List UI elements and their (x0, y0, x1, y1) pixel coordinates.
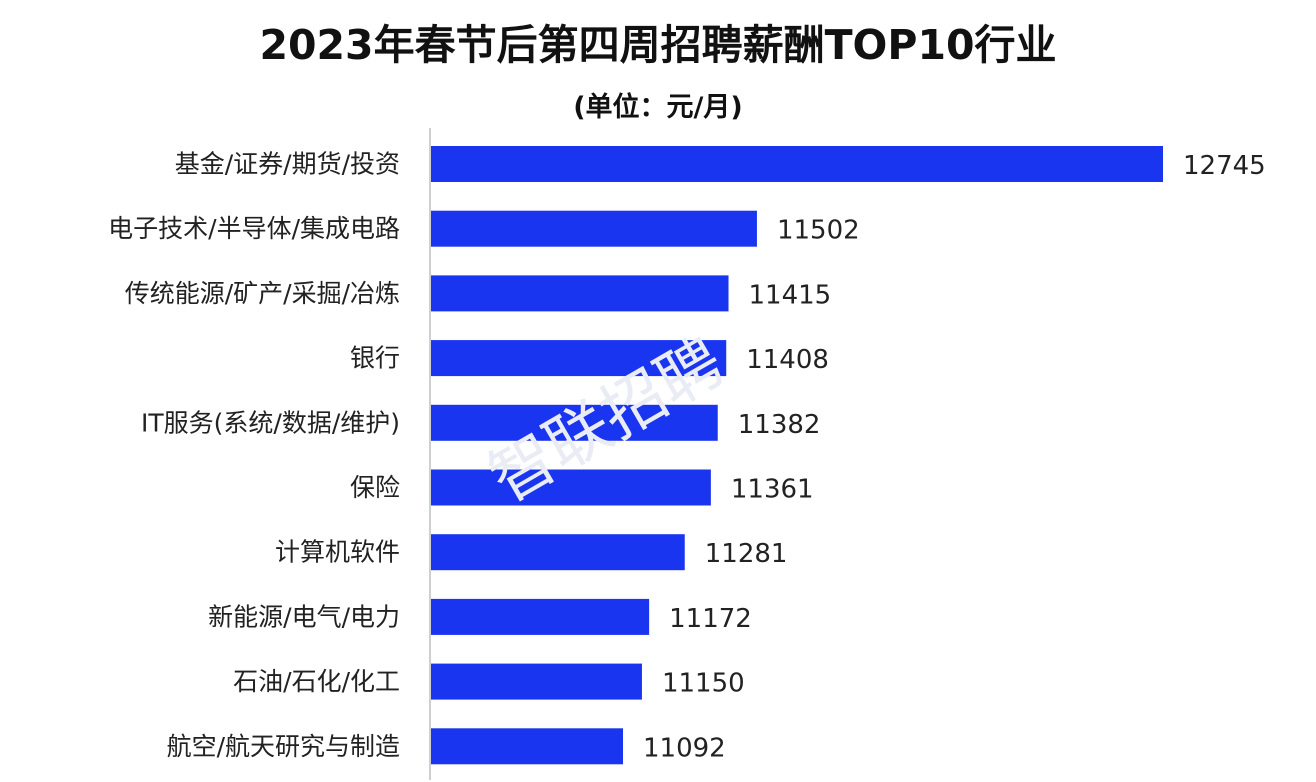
category-label: 传统能源/矿产/采掘/冶炼 (125, 279, 400, 308)
category-label: 银行 (350, 344, 400, 373)
data-label: 11281 (705, 539, 788, 569)
category-label: 石油/石化/化工 (233, 667, 400, 696)
data-label: 11415 (749, 280, 832, 310)
data-label: 12745 (1183, 151, 1266, 181)
category-label: 新能源/电气/电力 (208, 602, 400, 631)
bar (431, 210, 757, 247)
bar (431, 404, 718, 441)
data-label: 11502 (777, 216, 860, 246)
category-label: 电子技术/半导体/集成电路 (108, 214, 400, 243)
data-label: 11361 (731, 475, 814, 505)
category-label: 计算机软件 (275, 538, 400, 567)
chart-title: 2023年春节后第四周招聘薪酬TOP10行业 (259, 21, 1057, 69)
bar (431, 728, 623, 765)
bar (431, 146, 1163, 182)
bar (431, 275, 729, 312)
category-label: 保险 (350, 473, 400, 502)
bar (431, 598, 650, 635)
bar (431, 340, 727, 377)
bar (431, 663, 642, 700)
category-label: 基金/证券/期货/投资 (175, 150, 400, 179)
bar (431, 534, 685, 571)
category-label: IT服务(系统/数据/维护) (141, 408, 400, 437)
data-label: 11150 (662, 669, 745, 699)
data-label: 11382 (738, 410, 821, 440)
category-label: 航空/航天研究与制造 (167, 732, 400, 761)
bars-group: 基金/证券/期货/投资 12745 电子技术/半导体/集成电路 11502 传统能源/矿… (108, 146, 1266, 765)
data-label: 11172 (669, 604, 752, 634)
data-label: 11408 (746, 345, 829, 375)
data-label: 11092 (643, 733, 726, 763)
chart-subtitle: (单位：元/月) (573, 92, 743, 123)
bar (431, 469, 711, 506)
